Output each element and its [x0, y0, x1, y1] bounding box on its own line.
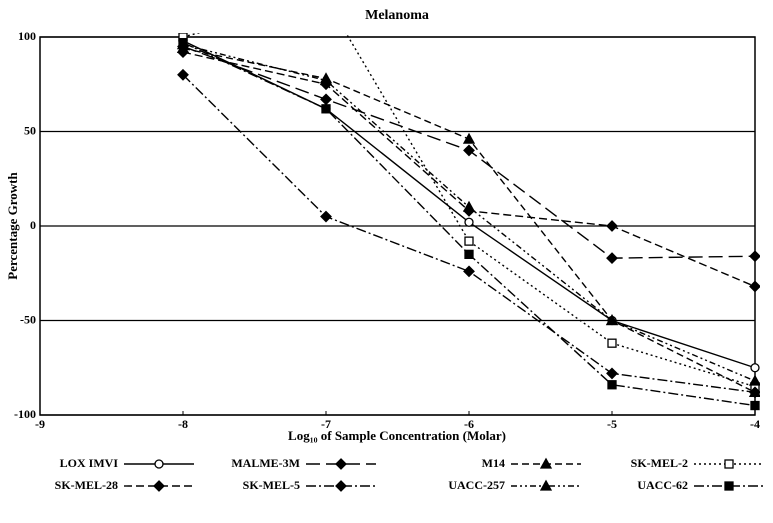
x-tick-label: -8	[178, 417, 188, 431]
legend-label: M14	[482, 456, 505, 470]
legend-marker	[335, 480, 347, 492]
marker	[607, 338, 617, 348]
y-tick-label: 50	[24, 123, 36, 137]
x-tick-label: -5	[607, 417, 617, 431]
marker	[607, 380, 617, 390]
marker	[606, 220, 618, 232]
marker	[464, 236, 474, 246]
marker	[463, 265, 475, 278]
legend-label: UACC-62	[637, 478, 688, 492]
x-tick-label: -7	[321, 417, 331, 431]
legend-marker	[539, 479, 553, 491]
x-axis-label: Log₁₀ of Sample Concentration (Molar)	[288, 428, 506, 443]
x-tick-label: -6	[464, 417, 474, 431]
legend-marker	[335, 458, 347, 470]
chart-title: Melanoma	[365, 8, 429, 23]
legend-label: SK-MEL-28	[55, 478, 118, 492]
marker	[750, 363, 760, 373]
series-line	[182, 33, 756, 388]
x-tick-label: -9	[35, 417, 45, 431]
marker	[749, 280, 760, 293]
legend-marker	[154, 459, 164, 469]
marker	[749, 386, 760, 399]
legend-marker	[539, 457, 553, 469]
legend-marker	[724, 481, 734, 491]
y-axis-label: Percentage Growth	[5, 172, 20, 280]
marker	[464, 249, 474, 260]
legend-marker	[724, 459, 734, 469]
x-tick-label: -4	[750, 417, 760, 431]
legend-label: SK-MEL-2	[631, 456, 688, 470]
legend-marker	[153, 480, 165, 492]
marker	[605, 314, 619, 326]
marker	[750, 400, 760, 411]
marker	[322, 0, 330, 3]
marker	[319, 74, 333, 86]
marker	[749, 250, 760, 263]
marker	[462, 132, 476, 144]
marker	[606, 367, 618, 380]
legend-label: UACC-257	[448, 478, 505, 492]
y-tick-label: -50	[20, 312, 36, 326]
legend-label: SK-MEL-5	[243, 478, 300, 492]
marker	[464, 217, 474, 227]
y-tick-label: 100	[18, 29, 36, 43]
legend-label: LOX IMVI	[60, 456, 119, 470]
plot-area	[176, 0, 760, 411]
marker	[748, 374, 760, 386]
marker	[177, 46, 189, 59]
marker	[320, 210, 332, 223]
series-line	[182, 74, 756, 394]
marker	[321, 104, 331, 114]
marker	[177, 68, 189, 81]
marker	[463, 144, 475, 157]
y-tick-label: -100	[14, 407, 36, 421]
marker	[178, 38, 188, 48]
marker	[606, 252, 618, 265]
marker	[462, 200, 476, 212]
y-tick-label: 0	[30, 218, 36, 232]
marker	[320, 93, 332, 106]
legend-label: MALME-3M	[231, 456, 300, 470]
